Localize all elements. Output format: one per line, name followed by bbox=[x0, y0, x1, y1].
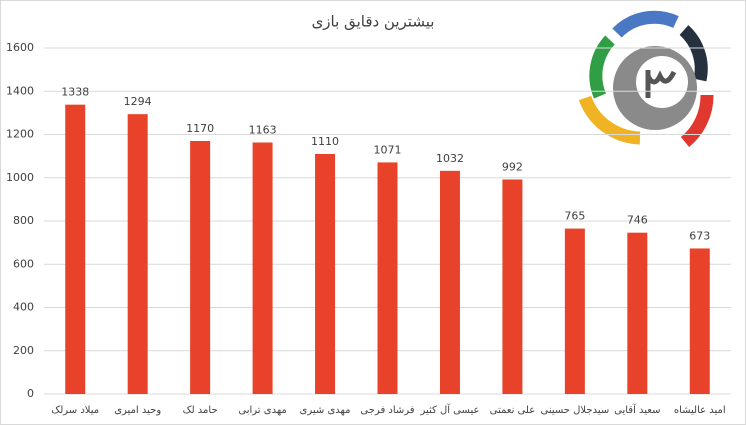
data-label: 673 bbox=[689, 229, 710, 242]
bar bbox=[689, 248, 710, 394]
data-label: 1032 bbox=[436, 152, 464, 165]
bar bbox=[127, 114, 148, 395]
x-tick-label: علی نعمتی bbox=[490, 405, 536, 416]
x-tick-label: عیسی آل کثیر bbox=[419, 403, 479, 416]
y-tick-label: 0 bbox=[27, 387, 34, 400]
y-tick-label: 600 bbox=[13, 257, 34, 270]
y-tick-label: 800 bbox=[13, 214, 34, 227]
data-label: 746 bbox=[627, 214, 648, 227]
y-tick-label: 1600 bbox=[6, 41, 34, 54]
y-tick-label: 1000 bbox=[6, 171, 34, 184]
bar bbox=[627, 232, 648, 394]
bar bbox=[564, 228, 585, 394]
bar bbox=[502, 179, 523, 394]
x-tick-label: سیدجلال حسینی bbox=[541, 405, 610, 416]
data-label: 1294 bbox=[124, 95, 152, 108]
y-tick-label: 400 bbox=[13, 301, 34, 314]
data-label: 1071 bbox=[374, 143, 402, 156]
x-tick-label: مهدی ترابی bbox=[238, 405, 286, 416]
chart-title: بیشترین دقایق بازی bbox=[312, 13, 435, 31]
y-tick-label: 1200 bbox=[6, 128, 34, 141]
y-tick-label: 1400 bbox=[6, 84, 34, 97]
x-tick-label: سعید آقایی bbox=[614, 403, 660, 416]
data-label: 1110 bbox=[311, 135, 339, 148]
data-label: 1338 bbox=[61, 86, 89, 99]
x-tick-label: وحید امیری bbox=[114, 405, 161, 416]
bar bbox=[377, 162, 398, 394]
x-tick-label: حامد لک bbox=[183, 405, 218, 416]
bar bbox=[190, 140, 211, 394]
logo bbox=[578, 10, 714, 148]
bar bbox=[439, 170, 460, 394]
data-label: 1163 bbox=[249, 124, 277, 137]
data-label: 992 bbox=[502, 160, 523, 173]
bar bbox=[252, 142, 273, 394]
data-label: 765 bbox=[564, 210, 585, 223]
bar bbox=[315, 153, 336, 394]
bar bbox=[65, 104, 86, 394]
x-tick-label: فرشاد فرجی bbox=[360, 405, 414, 416]
data-label: 1170 bbox=[186, 122, 214, 135]
y-tick-label: 200 bbox=[13, 344, 34, 357]
x-tick-label: مهدی شیری bbox=[300, 405, 351, 416]
x-tick-label: امید عالیشاه bbox=[674, 405, 726, 416]
x-tick-label: میلاد سرلک bbox=[51, 405, 99, 416]
